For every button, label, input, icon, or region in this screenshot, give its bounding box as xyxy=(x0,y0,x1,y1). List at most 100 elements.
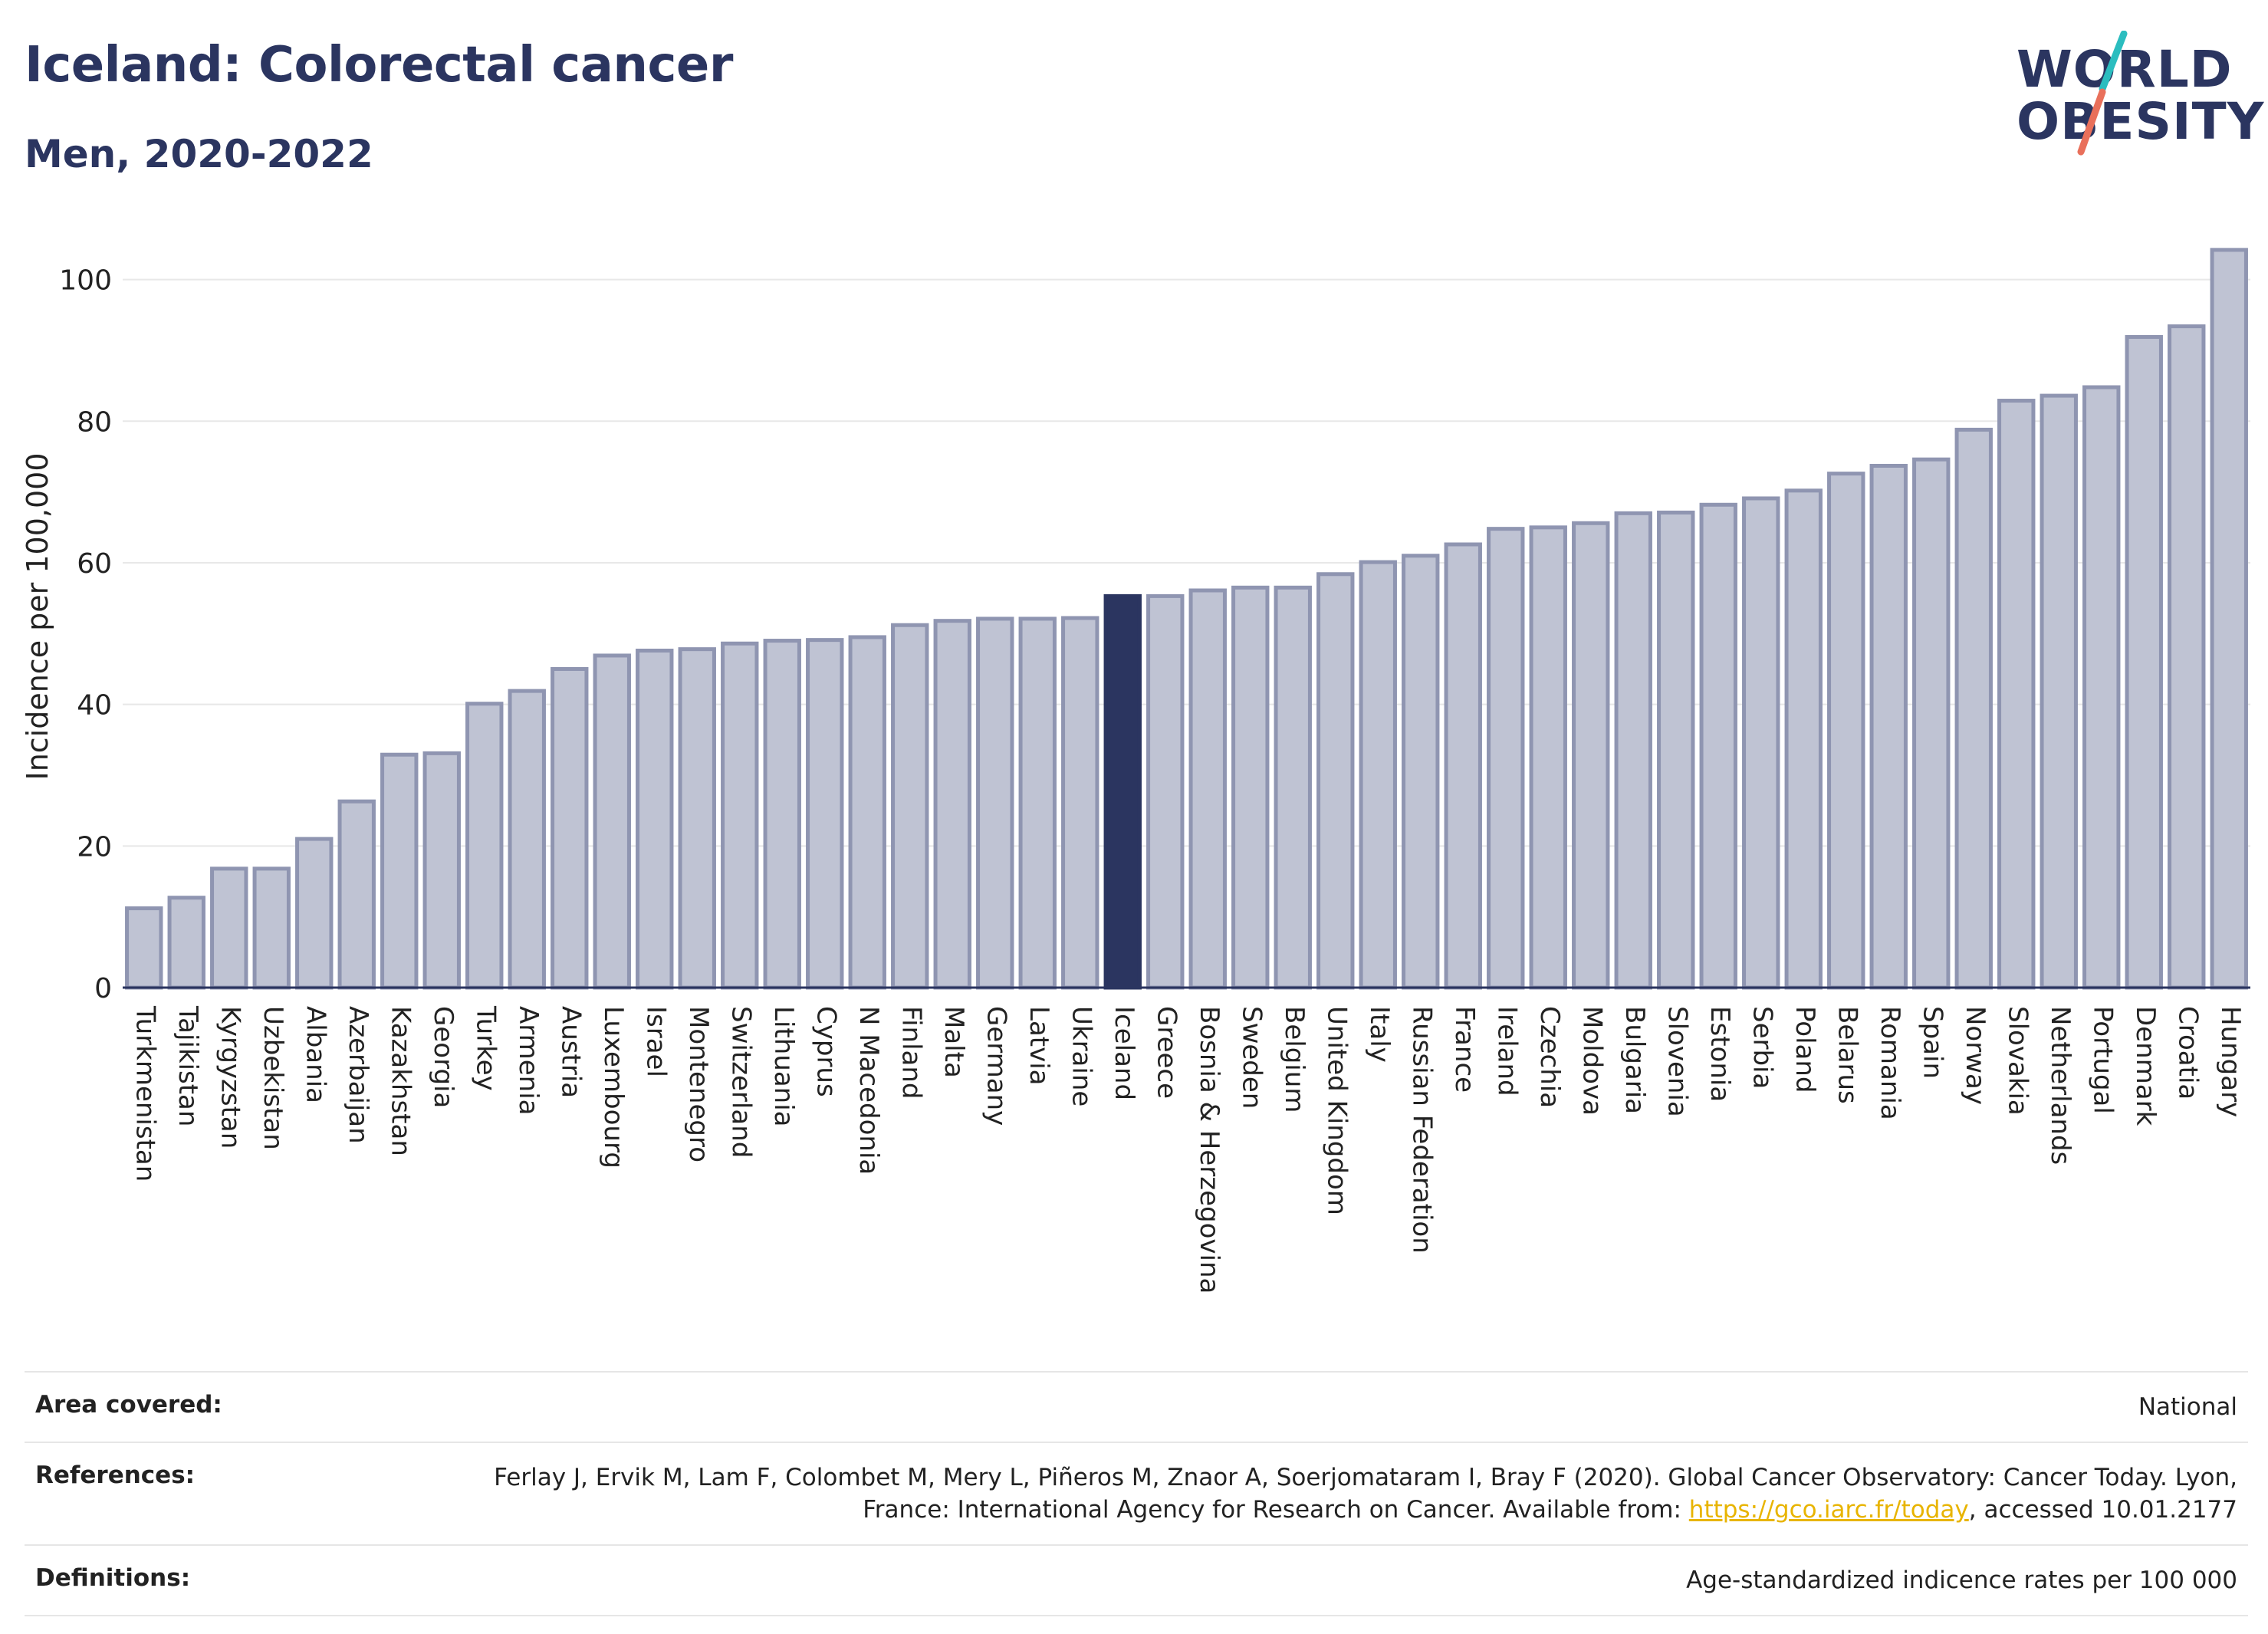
area-covered-value: National xyxy=(2138,1393,2237,1421)
x-category-labels: Turkmenistan Tajikistan Kyrgyzstan Uzbekist… xyxy=(130,1005,2246,1294)
x-category-label: Luxembourg xyxy=(598,1006,629,1169)
x-category-label: Greece xyxy=(1151,1006,1182,1099)
bar xyxy=(763,639,801,990)
x-category-label: Iceland xyxy=(1109,1006,1139,1100)
bar xyxy=(806,638,844,990)
x-category-label: Bulgaria xyxy=(1619,1006,1650,1114)
x-category-label: Bosnia & Herzegovina xyxy=(1194,1006,1224,1294)
meta-row-definitions: Definitions: Age-standardized indicence … xyxy=(25,1546,2248,1616)
bar xyxy=(2040,393,2078,990)
references-accessed: , accessed 10.01.2177 xyxy=(1968,1496,2237,1524)
references-label: References: xyxy=(35,1461,196,1489)
x-category-label: Kazakhstan xyxy=(385,1006,416,1156)
x-category-label: Slovakia xyxy=(2002,1006,2033,1116)
bar xyxy=(2082,385,2121,990)
bar xyxy=(1359,560,1397,990)
bar xyxy=(1657,510,1695,990)
area-covered-label: Area covered: xyxy=(35,1391,222,1419)
bar xyxy=(210,866,248,990)
y-tick-label: 20 xyxy=(77,831,112,863)
x-category-label: Ireland xyxy=(1491,1006,1522,1096)
bar xyxy=(1402,554,1440,990)
bar xyxy=(976,616,1014,990)
x-category-label: Turkmenistan xyxy=(130,1005,160,1182)
x-category-label: Azerbaijan xyxy=(343,1006,373,1144)
bar xyxy=(891,623,929,990)
x-category-label: France xyxy=(1449,1006,1480,1093)
bar xyxy=(1444,542,1482,990)
bar xyxy=(678,647,716,990)
x-category-label: Turkey xyxy=(470,1005,501,1091)
x-category-label: Sweden xyxy=(1236,1006,1267,1109)
x-category-label: Kyrgyzstan xyxy=(215,1006,245,1149)
x-category-label: Georgia xyxy=(428,1006,459,1108)
bar xyxy=(125,906,163,990)
bar xyxy=(1827,472,1865,990)
x-category-label: Uzbekistan xyxy=(258,1006,288,1150)
bar xyxy=(1146,593,1185,990)
bar-chart: 0 20 40 60 80 100 Turkmenistan Tajikistan Kyrgy… xyxy=(21,248,2250,1294)
y-tick-label: 60 xyxy=(77,548,112,580)
x-category-label: Romania xyxy=(1875,1006,1905,1120)
x-category-label: Tajikistan xyxy=(173,1005,203,1126)
bar xyxy=(508,689,546,990)
bar xyxy=(2125,334,2163,990)
bar xyxy=(1231,585,1270,990)
bar xyxy=(422,751,461,990)
x-category-label: Switzerland xyxy=(725,1006,756,1158)
x-category-label: Slovenia xyxy=(1662,1006,1692,1117)
x-category-label: Spain xyxy=(1917,1006,1948,1079)
definitions-value: Age-standardized indicence rates per 100… xyxy=(1686,1567,2237,1594)
bar xyxy=(1912,457,1951,990)
y-tick-label: 0 xyxy=(94,973,112,1004)
x-category-label: Czechia xyxy=(1534,1006,1565,1108)
bar xyxy=(1018,616,1057,990)
x-category-label: N Macedonia xyxy=(853,1006,884,1175)
logo-text-world: WORLD xyxy=(2017,40,2233,99)
page-subtitle: Men, 2020-2022 xyxy=(25,132,373,176)
x-category-label: Austria xyxy=(555,1006,586,1098)
logo-text-obesity: OBESITY xyxy=(2017,92,2265,151)
bar xyxy=(167,896,205,990)
x-category-label: Armenia xyxy=(513,1006,544,1116)
y-tick-label: 100 xyxy=(59,265,112,297)
bar xyxy=(337,799,376,990)
x-category-label: Ukraine xyxy=(1066,1006,1096,1106)
bar xyxy=(2210,248,2248,990)
bar xyxy=(593,653,631,990)
x-category-label: Latvia xyxy=(1024,1006,1054,1086)
y-axis-title: Incidence per 100,000 xyxy=(21,452,54,780)
logo-slash-icon xyxy=(2077,31,2128,156)
x-category-label: Cyprus xyxy=(810,1006,841,1097)
x-category-label: Israel xyxy=(640,1006,671,1077)
y-tick-label: 80 xyxy=(77,406,112,438)
bar xyxy=(1742,496,1780,990)
bars xyxy=(125,248,2248,990)
bar xyxy=(295,837,334,990)
bar xyxy=(1699,502,1737,990)
x-category-label: Malta xyxy=(938,1006,969,1078)
x-category-label: Finland xyxy=(896,1006,926,1100)
x-category-label: Norway xyxy=(1960,1006,1990,1105)
bar xyxy=(551,666,589,990)
bar xyxy=(1529,525,1567,990)
x-category-label: Croatia xyxy=(2172,1006,2203,1100)
meta-row-area: Area covered: National xyxy=(25,1373,2248,1443)
bar xyxy=(1784,488,1823,990)
x-category-label: Netherlands xyxy=(2045,1006,2076,1165)
bar xyxy=(380,752,419,990)
x-category-label: Montenegro xyxy=(683,1006,714,1162)
x-category-label: Belgium xyxy=(1279,1006,1310,1113)
x-category-label: Moldova xyxy=(1576,1006,1607,1116)
x-category-label: Hungary xyxy=(2215,1006,2246,1117)
x-category-label: United Kingdom xyxy=(1321,1006,1352,1215)
page-title: Iceland: Colorectal cancer xyxy=(25,37,733,94)
bar xyxy=(1954,427,1993,990)
x-category-label: Denmark xyxy=(2130,1006,2161,1126)
x-category-label: Belarus xyxy=(1832,1006,1862,1104)
references-text: Ferlay J, Ervik M, Lam F, Colombet M, Me… xyxy=(494,1464,2237,1524)
bar xyxy=(1188,588,1227,990)
bar xyxy=(1061,616,1099,990)
x-category-label: Poland xyxy=(1790,1006,1820,1093)
references-link[interactable]: https://gco.iarc.fr/today xyxy=(1688,1496,1969,1524)
